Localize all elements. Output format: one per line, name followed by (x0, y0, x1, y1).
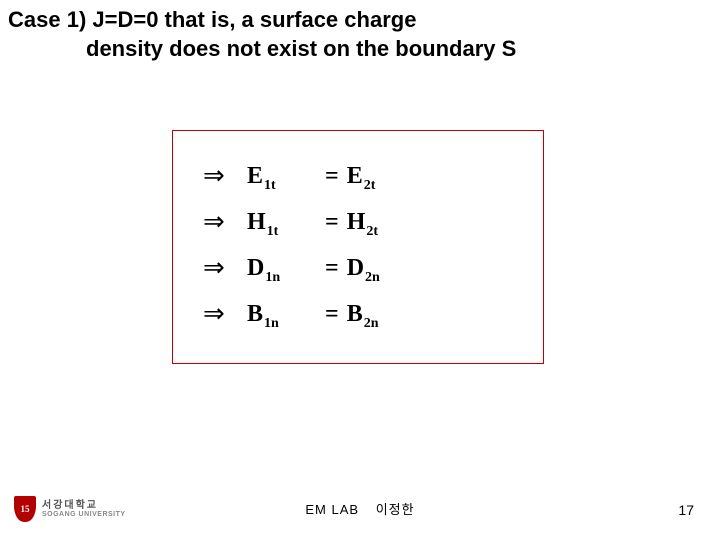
implies-icon: ⇒ (203, 299, 247, 329)
slide: Case 1) J=D=0 that is, a surface charge … (0, 0, 720, 540)
equation-rhs: B 2n (347, 301, 379, 328)
implies-icon: ⇒ (203, 207, 247, 237)
equation-box: ⇒ E 1t = E 2t ⇒ H 1t = H 2t ⇒ (172, 130, 544, 364)
equation-lhs: D 1n (247, 255, 317, 282)
equation-row: ⇒ D 1n = D 2n (203, 245, 513, 291)
equals-sign: = (317, 209, 347, 236)
heading-line-2: density does not exist on the boundary S (8, 35, 708, 64)
equation-row: ⇒ H 1t = H 2t (203, 199, 513, 245)
equation-lhs: H 1t (247, 209, 317, 236)
equation-rhs: D 2n (347, 255, 380, 282)
rhs-base: H (347, 209, 366, 236)
equation-rhs: H 2t (347, 209, 378, 236)
lhs-sub: 1t (264, 178, 276, 194)
implies-icon: ⇒ (203, 161, 247, 191)
heading: Case 1) J=D=0 that is, a surface charge … (8, 6, 708, 63)
lhs-base: E (247, 163, 263, 190)
equation-row: ⇒ E 1t = E 2t (203, 153, 513, 199)
footer-center: EM LAB 이정한 (0, 499, 720, 518)
footer-author: 이정한 (376, 502, 415, 517)
footer: 15 서강대학교 SOGANG UNIVERSITY EM LAB 이정한 17 (0, 488, 720, 522)
implies-icon: ⇒ (203, 253, 247, 283)
footer-lab: EM LAB (305, 502, 359, 517)
equation-lhs: E 1t (247, 163, 317, 190)
rhs-base: B (347, 301, 363, 328)
equals-sign: = (317, 163, 347, 190)
lhs-base: B (247, 301, 263, 328)
rhs-base: E (347, 163, 363, 190)
lhs-base: D (247, 255, 264, 282)
equals-sign: = (317, 301, 347, 328)
lhs-sub: 1n (265, 270, 280, 286)
lhs-sub: 1t (267, 224, 279, 240)
rhs-sub: 2t (366, 224, 378, 240)
heading-line-1: Case 1) J=D=0 that is, a surface charge (8, 6, 708, 35)
lhs-sub: 1n (264, 316, 279, 332)
lhs-base: H (247, 209, 266, 236)
page-number: 17 (678, 502, 694, 518)
rhs-sub: 2t (364, 178, 376, 194)
equation-row: ⇒ B 1n = B 2n (203, 291, 513, 337)
equation-lhs: B 1n (247, 301, 317, 328)
rhs-sub: 2n (364, 316, 379, 332)
rhs-base: D (347, 255, 364, 282)
rhs-sub: 2n (365, 270, 380, 286)
equation-rhs: E 2t (347, 163, 376, 190)
equals-sign: = (317, 255, 347, 282)
